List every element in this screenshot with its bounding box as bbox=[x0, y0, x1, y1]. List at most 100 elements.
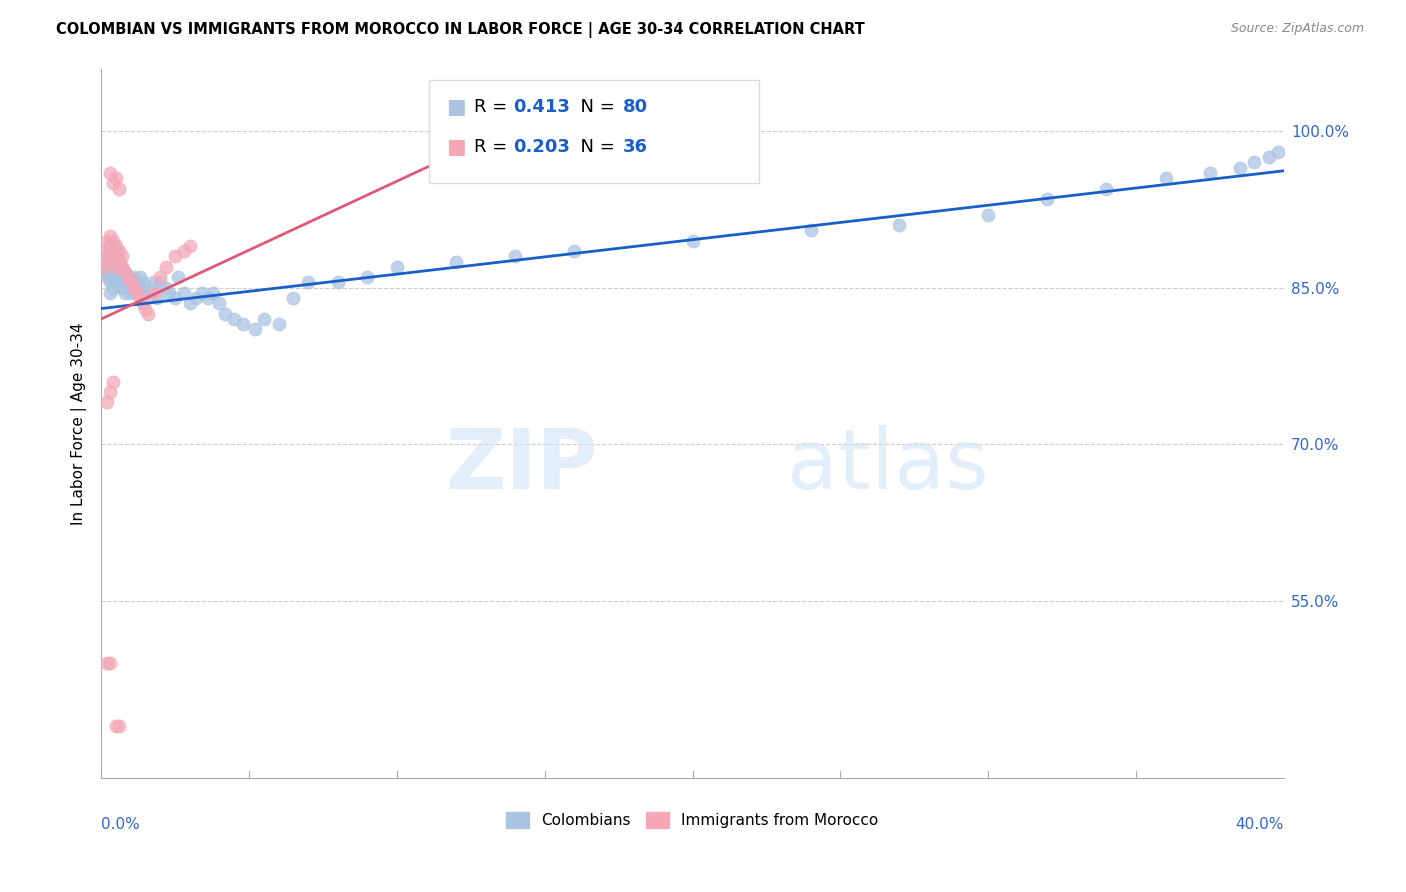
Point bbox=[98, 285, 121, 300]
Text: N =: N = bbox=[569, 98, 621, 116]
Point bbox=[1154, 171, 1177, 186]
Point bbox=[444, 254, 467, 268]
Point bbox=[165, 249, 187, 263]
Point bbox=[111, 270, 134, 285]
Point bbox=[682, 234, 704, 248]
Point bbox=[98, 276, 121, 290]
Point bbox=[889, 218, 911, 232]
Point bbox=[98, 228, 121, 243]
Text: 36: 36 bbox=[623, 138, 648, 156]
Text: 80: 80 bbox=[623, 98, 648, 116]
Point bbox=[149, 270, 172, 285]
Point bbox=[977, 208, 1000, 222]
Point bbox=[253, 312, 276, 326]
Point bbox=[1243, 155, 1265, 169]
Text: 40.0%: 40.0% bbox=[1236, 817, 1284, 832]
Point bbox=[98, 265, 121, 279]
Text: ZIP: ZIP bbox=[446, 425, 598, 507]
Point bbox=[114, 265, 136, 279]
Point bbox=[104, 719, 127, 733]
Point bbox=[173, 244, 195, 259]
Point bbox=[134, 301, 156, 316]
Point bbox=[503, 249, 526, 263]
Text: 0.413: 0.413 bbox=[513, 98, 569, 116]
Y-axis label: In Labor Force | Age 30-34: In Labor Force | Age 30-34 bbox=[72, 322, 87, 524]
Point bbox=[101, 254, 124, 268]
Point bbox=[243, 322, 266, 336]
Point bbox=[104, 276, 127, 290]
Point bbox=[134, 285, 156, 300]
Text: R =: R = bbox=[474, 98, 513, 116]
Point bbox=[131, 276, 153, 290]
Point bbox=[120, 285, 142, 300]
Point bbox=[122, 281, 145, 295]
Point bbox=[101, 244, 124, 259]
Text: ■: ■ bbox=[446, 97, 465, 117]
Point bbox=[128, 281, 150, 295]
Point bbox=[114, 276, 136, 290]
Point bbox=[108, 254, 131, 268]
Text: 0.203: 0.203 bbox=[513, 138, 569, 156]
Point bbox=[1267, 145, 1289, 159]
Point bbox=[108, 719, 131, 733]
Point bbox=[157, 285, 180, 300]
Point bbox=[155, 260, 177, 274]
Point bbox=[96, 234, 118, 248]
Point bbox=[232, 317, 254, 331]
Point bbox=[104, 239, 127, 253]
Point bbox=[122, 281, 145, 295]
Point bbox=[93, 265, 115, 279]
Point bbox=[184, 291, 207, 305]
Point bbox=[197, 291, 219, 305]
Point bbox=[125, 285, 148, 300]
Point bbox=[98, 385, 121, 400]
Point bbox=[173, 285, 195, 300]
Point bbox=[179, 239, 201, 253]
Point bbox=[98, 166, 121, 180]
Point bbox=[108, 254, 131, 268]
Point bbox=[122, 270, 145, 285]
Point bbox=[356, 270, 378, 285]
Point bbox=[1258, 150, 1281, 164]
Text: N =: N = bbox=[569, 138, 621, 156]
Point bbox=[98, 239, 121, 253]
Point bbox=[141, 285, 163, 300]
Text: COLOMBIAN VS IMMIGRANTS FROM MOROCCO IN LABOR FORCE | AGE 30-34 CORRELATION CHAR: COLOMBIAN VS IMMIGRANTS FROM MOROCCO IN … bbox=[56, 22, 865, 38]
Point bbox=[96, 254, 118, 268]
Point bbox=[224, 312, 246, 326]
Point bbox=[128, 270, 150, 285]
Point bbox=[108, 265, 131, 279]
Point bbox=[98, 657, 121, 671]
Point bbox=[138, 307, 160, 321]
Point bbox=[96, 249, 118, 263]
Point bbox=[117, 270, 139, 285]
Point bbox=[117, 281, 139, 295]
Point bbox=[267, 317, 290, 331]
Point bbox=[108, 276, 131, 290]
Point bbox=[155, 281, 177, 295]
Point bbox=[179, 296, 201, 310]
Point bbox=[297, 276, 319, 290]
Point bbox=[800, 223, 823, 237]
Point bbox=[111, 260, 134, 274]
Point bbox=[96, 244, 118, 259]
Point bbox=[120, 276, 142, 290]
Point bbox=[98, 239, 121, 253]
Point bbox=[98, 249, 121, 263]
Point bbox=[101, 234, 124, 248]
Point bbox=[111, 281, 134, 295]
Point bbox=[138, 281, 160, 295]
Point bbox=[214, 307, 236, 321]
Point bbox=[131, 296, 153, 310]
Text: ■: ■ bbox=[446, 137, 465, 157]
Point bbox=[143, 285, 166, 300]
Point bbox=[326, 276, 349, 290]
Point bbox=[146, 291, 169, 305]
Point bbox=[104, 254, 127, 268]
Point bbox=[208, 296, 231, 310]
Point bbox=[1199, 166, 1222, 180]
Point bbox=[101, 260, 124, 274]
Point bbox=[190, 285, 212, 300]
Point bbox=[93, 260, 115, 274]
Point bbox=[1036, 192, 1059, 206]
